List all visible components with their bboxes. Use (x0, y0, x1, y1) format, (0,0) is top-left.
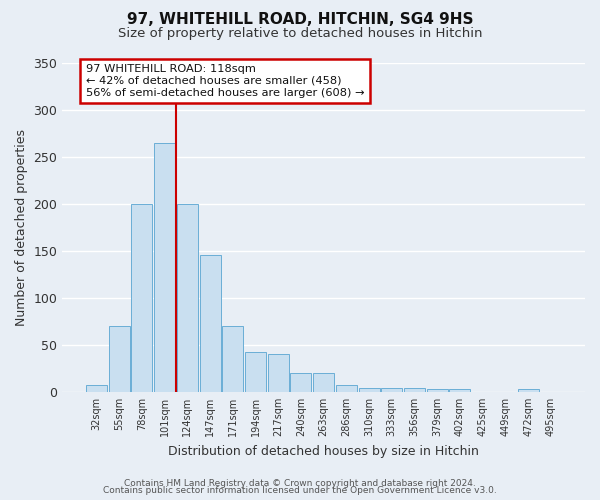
Y-axis label: Number of detached properties: Number of detached properties (15, 128, 28, 326)
Bar (449, 389, 470, 392)
Bar (223, 326, 243, 392)
Bar (245, 352, 266, 392)
Bar (313, 373, 334, 392)
Bar (268, 354, 289, 392)
Bar (177, 204, 198, 392)
Bar (131, 204, 152, 392)
Text: 97 WHITEHILL ROAD: 118sqm
← 42% of detached houses are smaller (458)
56% of semi: 97 WHITEHILL ROAD: 118sqm ← 42% of detac… (86, 64, 364, 98)
Bar (336, 386, 357, 392)
Bar (382, 388, 402, 392)
X-axis label: Distribution of detached houses by size in Hitchin: Distribution of detached houses by size … (168, 444, 479, 458)
Text: Contains public sector information licensed under the Open Government Licence v3: Contains public sector information licen… (103, 486, 497, 495)
Bar (154, 142, 175, 392)
Bar (359, 388, 380, 392)
Bar (518, 389, 539, 392)
Bar (200, 256, 221, 392)
Bar (109, 326, 130, 392)
Bar (427, 389, 448, 392)
Text: Size of property relative to detached houses in Hitchin: Size of property relative to detached ho… (118, 28, 482, 40)
Bar (290, 373, 311, 392)
Bar (404, 388, 425, 392)
Bar (86, 386, 107, 392)
Text: Contains HM Land Registry data © Crown copyright and database right 2024.: Contains HM Land Registry data © Crown c… (124, 478, 476, 488)
Text: 97, WHITEHILL ROAD, HITCHIN, SG4 9HS: 97, WHITEHILL ROAD, HITCHIN, SG4 9HS (127, 12, 473, 28)
